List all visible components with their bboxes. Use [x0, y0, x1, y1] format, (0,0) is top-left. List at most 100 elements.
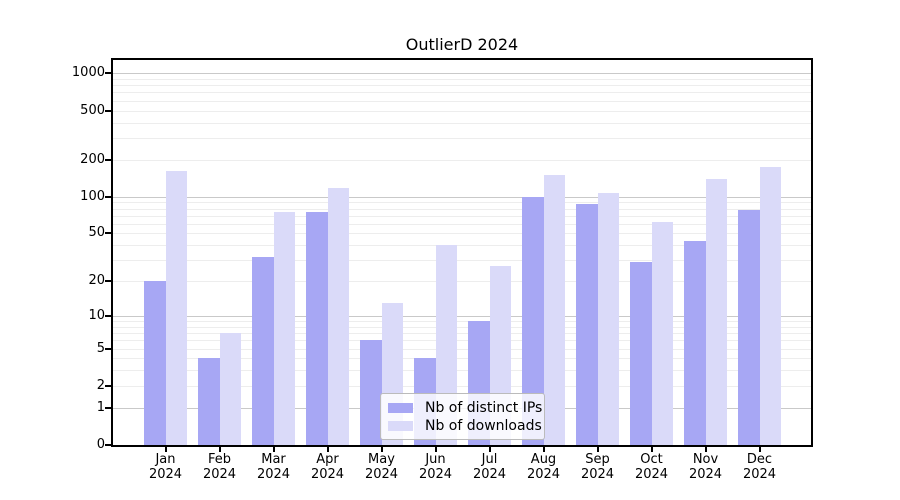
y-tick-label: 50 [88, 225, 105, 241]
y-tick-mark [105, 347, 112, 350]
y-tick-label: 1000 [71, 65, 105, 81]
gridline-minor [113, 78, 811, 80]
x-tick-mark [542, 447, 545, 452]
gridline-minor [113, 260, 811, 262]
gridline-minor [113, 159, 811, 161]
bar-downloads [543, 175, 565, 445]
legend-item-downloads: Nb of downloads [388, 417, 542, 434]
bar-downloads [219, 333, 241, 445]
y-tick-mark [105, 315, 112, 317]
x-tick-label: Dec 2024 [742, 452, 777, 482]
x-tick-label: Jul 2024 [472, 452, 507, 482]
gridline-minor [113, 208, 811, 210]
plot-area: Nb of distinct IPs Nb of downloads [111, 58, 813, 447]
x-tick-label: Jun 2024 [418, 452, 453, 482]
bar-distinct-ips [252, 256, 274, 445]
x-tick-label: Mar 2024 [256, 452, 291, 482]
bar-downloads [165, 171, 187, 445]
gridline-minor [113, 92, 811, 94]
gridline-minor [113, 281, 811, 283]
gridline-minor [113, 202, 811, 204]
x-tick-label: Feb 2024 [202, 452, 237, 482]
gridline-minor [113, 370, 811, 372]
gridline-minor [113, 137, 811, 139]
y-tick-label: 2 [96, 377, 105, 393]
y-tick-mark [105, 280, 112, 283]
gridline-major [113, 73, 811, 75]
x-tick-mark [164, 447, 167, 452]
x-tick-mark [758, 447, 761, 452]
gridline-minor [113, 122, 811, 124]
gridline-minor [113, 326, 811, 328]
y-tick-label: 10 [88, 308, 105, 323]
legend: Nb of distinct IPs Nb of downloads [380, 393, 545, 440]
gridline-minor [113, 340, 811, 342]
x-tick-label: May 2024 [364, 452, 399, 482]
gridline-minor [113, 215, 811, 217]
gridline-minor [113, 358, 811, 360]
y-tick-mark [105, 232, 112, 235]
x-tick-mark [596, 447, 599, 452]
legend-label-downloads: Nb of downloads [425, 417, 542, 434]
bar-distinct-ips [144, 281, 166, 445]
x-tick-mark [650, 447, 653, 452]
bar-distinct-ips [306, 212, 328, 445]
x-tick-mark [326, 447, 329, 452]
bar-downloads [705, 179, 727, 445]
x-tick-mark [218, 447, 221, 452]
y-tick-mark [105, 406, 112, 409]
bar-distinct-ips [360, 340, 382, 445]
gridline-minor [113, 100, 811, 102]
bar-distinct-ips [738, 209, 760, 445]
y-tick-mark [105, 72, 112, 75]
bar-distinct-ips [576, 204, 598, 445]
y-tick-mark [105, 444, 112, 446]
gridline-minor [113, 110, 811, 112]
bar-distinct-ips [522, 196, 544, 445]
x-tick-mark [704, 447, 707, 452]
x-tick-label: Oct 2024 [634, 452, 669, 482]
gridline-minor [113, 348, 811, 350]
x-tick-mark [488, 447, 491, 452]
bar-downloads [273, 212, 295, 445]
bar-downloads [759, 167, 781, 445]
x-tick-label: Jan 2024 [148, 452, 183, 482]
y-tick-label: 500 [80, 102, 105, 118]
y-tick-mark [105, 109, 112, 112]
gridline-minor [113, 223, 811, 225]
y-tick-label: 5 [96, 340, 105, 356]
y-tick-label: 0 [96, 437, 105, 452]
bar-downloads [327, 187, 349, 445]
bar-distinct-ips [198, 358, 220, 445]
gridline-major [113, 316, 811, 317]
x-tick-label: Aug 2024 [526, 452, 561, 482]
x-tick-label: Apr 2024 [310, 452, 345, 482]
gridline-minor [113, 233, 811, 235]
y-tick-mark [105, 158, 112, 161]
chart-title: OutlierD 2024 [405, 35, 519, 54]
gridline-minor [113, 245, 811, 247]
x-tick-label: Sep 2024 [580, 452, 615, 482]
x-tick-mark [380, 447, 383, 452]
legend-swatch-downloads-icon [388, 420, 413, 431]
x-tick-label: Nov 2024 [688, 452, 723, 482]
legend-swatch-distinct-ips-icon [388, 402, 413, 413]
y-tick-mark [105, 195, 112, 198]
gridline-minor [113, 321, 811, 323]
bar-distinct-ips [684, 241, 706, 445]
legend-label-distinct-ips: Nb of distinct IPs [425, 399, 543, 416]
gridline-minor [113, 333, 811, 335]
legend-item-distinct-ips: Nb of distinct IPs [388, 399, 542, 416]
y-tick-label: 20 [88, 273, 105, 289]
y-tick-mark [105, 384, 112, 387]
gridline-major [113, 196, 811, 198]
y-tick-label: 1 [96, 399, 105, 415]
bar-distinct-ips [630, 262, 652, 445]
gridline-minor [113, 385, 811, 387]
plot-canvas [113, 60, 811, 445]
y-tick-label: 100 [80, 188, 105, 204]
x-tick-mark [434, 447, 437, 452]
x-tick-mark [272, 447, 275, 452]
gridline-minor [113, 85, 811, 87]
